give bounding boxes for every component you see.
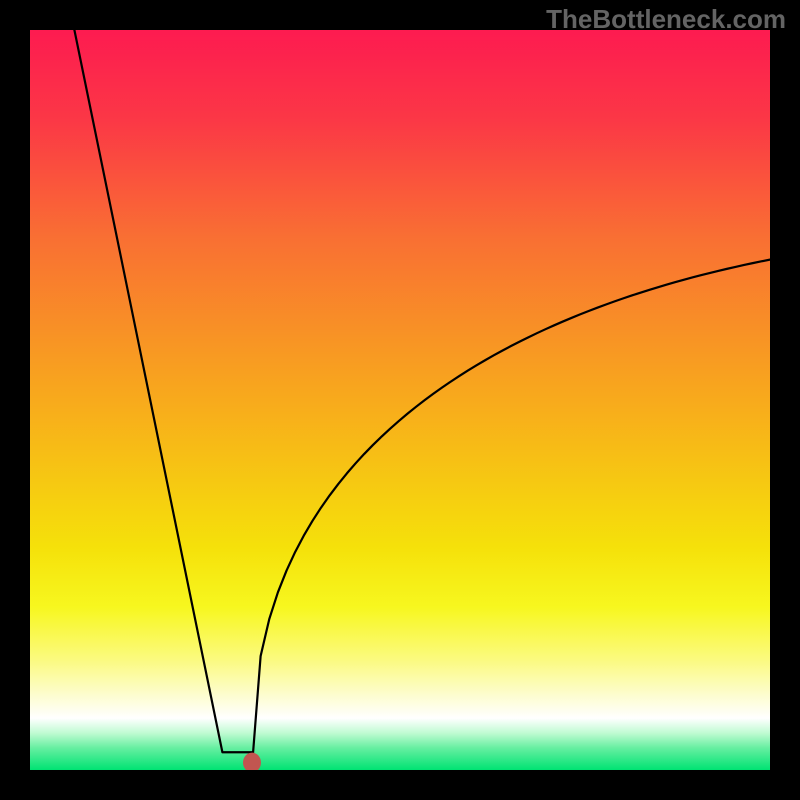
vertex-marker <box>243 753 261 770</box>
watermark: TheBottleneck.com <box>546 4 786 35</box>
curve-layer <box>30 30 770 770</box>
bottleneck-curve <box>74 30 770 766</box>
chart-container: TheBottleneck.com <box>0 0 800 800</box>
plot-area <box>30 30 770 770</box>
